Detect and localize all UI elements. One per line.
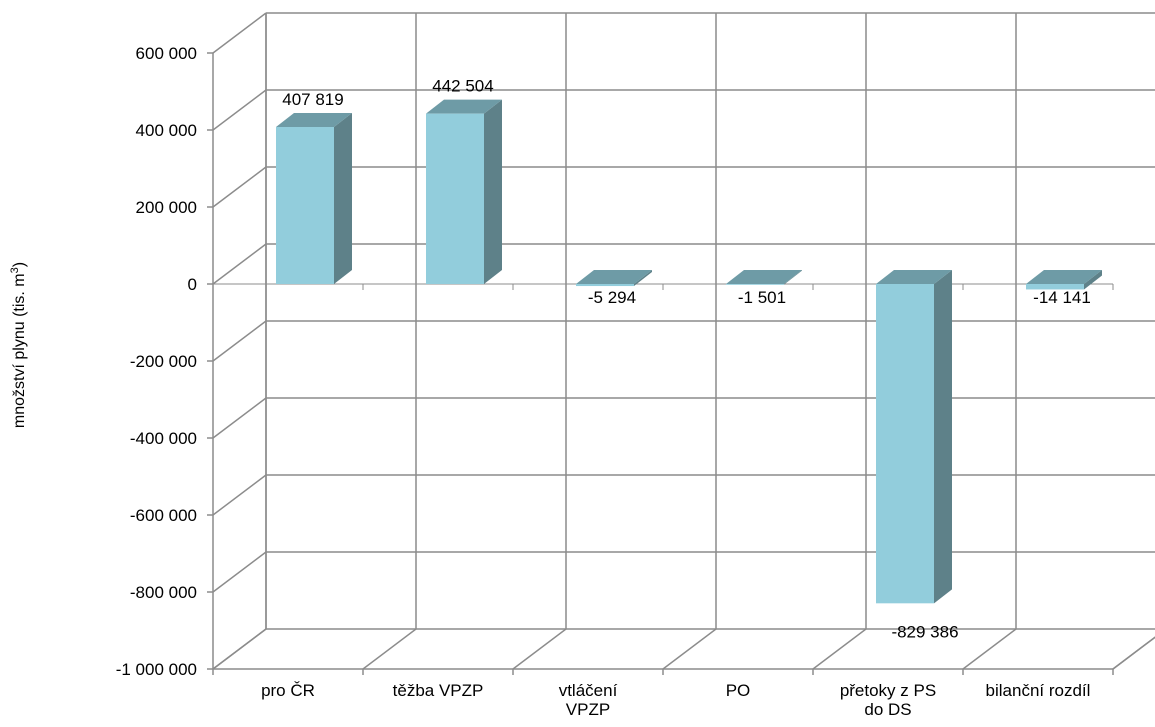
bar-front: [576, 284, 634, 287]
y-tick-label: 400 000: [136, 121, 197, 140]
data-label: -829 386: [891, 622, 958, 641]
bar-top: [576, 270, 652, 284]
bar: [876, 270, 952, 604]
y-tick-label: -800 000: [130, 583, 197, 602]
bar-front: [726, 284, 784, 285]
bar: [276, 112, 352, 284]
gridline-side: [212, 320, 267, 362]
category-label-line: pro ČR: [261, 681, 315, 700]
floor-divider: [512, 628, 567, 670]
data-label: 442 504: [432, 77, 493, 96]
floor-divider: [812, 628, 867, 670]
y-tick-label: -200 000: [130, 352, 197, 371]
data-label: -5 294: [588, 288, 636, 307]
category-label: PO: [726, 681, 751, 700]
bar-top: [726, 270, 802, 284]
floor-divider: [212, 628, 267, 670]
data-label: -1 501: [738, 288, 786, 307]
category-label-line: do DS: [864, 700, 911, 719]
y-tick-label: 0: [188, 275, 197, 294]
y-axis-title: množství plynu (tis. m3): [9, 262, 28, 428]
bar-side: [1084, 270, 1102, 290]
bar-side: [934, 270, 952, 604]
floor-right-edge: [1112, 636, 1155, 670]
bar-layer: [276, 99, 1102, 604]
label-layer: 600 000 400 000 200 000 0 -200 000 -400 000 -6…: [116, 44, 1091, 719]
category-label: bilanční rozdíl: [986, 681, 1091, 700]
category-label-line: přetoky z PS: [840, 681, 936, 700]
bar: [726, 270, 802, 285]
category-label-line: vtláčení: [559, 681, 618, 700]
y-axis-title-sup: 3: [9, 267, 21, 273]
y-tick-label: -600 000: [130, 506, 197, 525]
bar-front: [1026, 284, 1084, 290]
category-label: přetoky z PS do DS: [840, 681, 936, 719]
bar: [576, 270, 652, 287]
gridline-side: [212, 397, 267, 439]
category-label-line: PO: [726, 681, 751, 700]
gridline-side: [212, 474, 267, 516]
floor-divider: [662, 628, 717, 670]
floor-divider: [362, 628, 417, 670]
bar-top: [876, 270, 952, 284]
y-tick-label: 600 000: [136, 44, 197, 63]
category-label-line: těžba VPZP: [393, 681, 484, 700]
floor-divider: [962, 628, 1017, 670]
bar-front: [876, 284, 934, 604]
y-tick-label: -400 000: [130, 429, 197, 448]
category-label-line: bilanční rozdíl: [986, 681, 1091, 700]
bar-top: [1026, 270, 1102, 284]
bar: [1026, 270, 1102, 290]
bar-front: [426, 113, 484, 285]
category-label-line: VPZP: [566, 700, 610, 719]
bar-side: [784, 270, 802, 285]
gridline-side: [212, 12, 267, 54]
data-label: 407 819: [282, 90, 343, 109]
category-label: těžba VPZP: [393, 681, 484, 700]
floor-divider: [1112, 636, 1155, 670]
bar-top: [426, 99, 502, 114]
y-tick-label: -1 000 000: [116, 660, 197, 679]
gridline-side: [212, 243, 267, 285]
category-label: pro ČR: [261, 681, 315, 700]
gridline-side: [212, 89, 267, 131]
bar-top: [276, 112, 352, 127]
grid-layer: [207, 12, 1155, 675]
gridline-side: [212, 551, 267, 593]
bar-side: [334, 112, 352, 284]
bar: [426, 99, 502, 285]
gridline-side: [212, 166, 267, 208]
bar-side: [484, 99, 502, 285]
data-label: -14 141: [1033, 288, 1091, 307]
bar-side: [634, 270, 652, 287]
bar-front: [276, 126, 334, 284]
y-tick-label: 200 000: [136, 198, 197, 217]
category-label: vtláčení VPZP: [559, 681, 618, 719]
